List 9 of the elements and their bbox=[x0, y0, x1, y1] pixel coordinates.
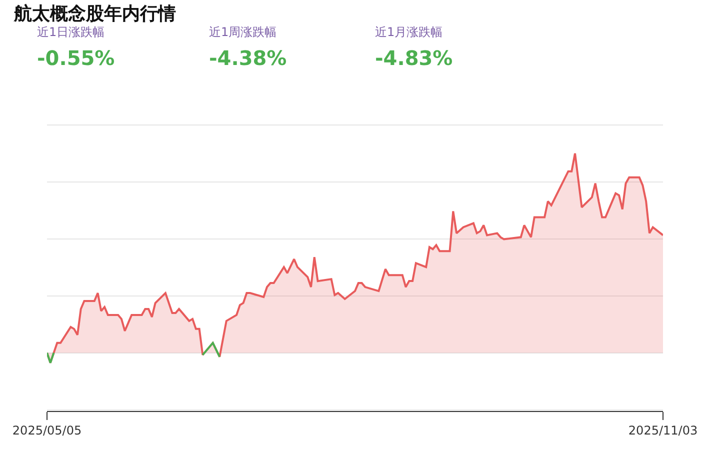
x-tick-label: 2025/05/05 bbox=[12, 423, 82, 438]
x-tick-label: 2025/11/03 bbox=[628, 423, 698, 438]
text: -4.83% bbox=[375, 46, 453, 70]
text: 近1日涨跌幅 bbox=[37, 25, 105, 39]
chart-title: 航太概念股年内行情 bbox=[13, 3, 176, 24]
text: 近1月涨跌幅 bbox=[375, 25, 443, 39]
text: 近1周涨跌幅 bbox=[209, 25, 277, 39]
text: -0.55% bbox=[37, 46, 115, 70]
text: -4.38% bbox=[209, 46, 287, 70]
